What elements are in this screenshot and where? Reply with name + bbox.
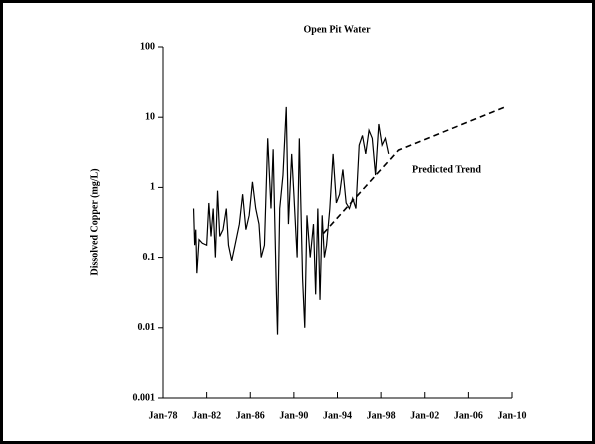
x-tick-label: Jan-10	[498, 410, 527, 421]
x-tick-label: Jan-06	[454, 410, 483, 421]
y-tick-label: 1	[150, 182, 155, 193]
y-tick-label: 0.1	[143, 252, 156, 263]
x-tick-label: Jan-78	[149, 410, 178, 421]
y-tick-label: 100	[140, 41, 155, 52]
chart-title: Open Pit Water	[303, 24, 371, 35]
y-axis-label: Dissolved Copper (mg/L)	[89, 168, 100, 275]
x-tick-label: Jan-86	[236, 410, 265, 421]
trend-annotation: Predicted Trend	[412, 164, 481, 175]
x-tick-label: Jan-94	[323, 410, 352, 421]
x-tick-label: Jan-82	[192, 410, 221, 421]
x-tick-label: Jan-98	[367, 410, 396, 421]
y-tick-label: 0.001	[133, 392, 156, 403]
x-tick-label: Jan-90	[279, 410, 308, 421]
x-tick-label: Jan-02	[410, 410, 439, 421]
y-tick-label: 0.01	[138, 322, 156, 333]
trend-line	[322, 105, 507, 235]
y-tick-label: 10	[145, 111, 155, 122]
